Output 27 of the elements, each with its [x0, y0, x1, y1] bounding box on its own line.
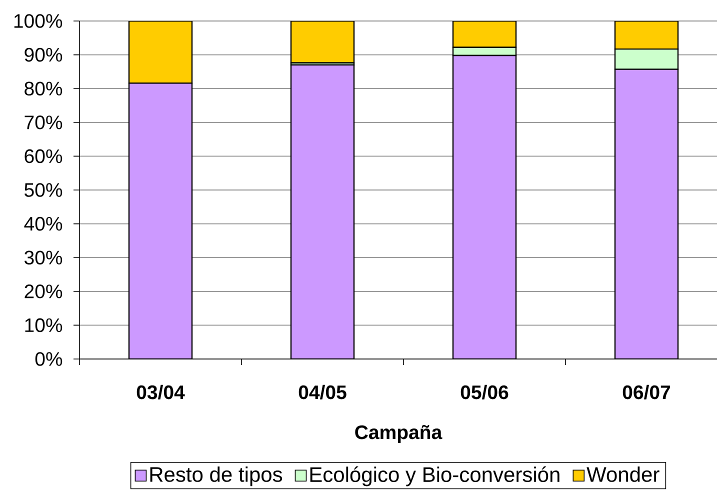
legend-label: Ecológico y Bio-conversión — [310, 466, 560, 486]
y-tick-label: 80% — [24, 82, 62, 96]
legend-label: Wonder — [586, 466, 660, 482]
x-tick-label: 03/04 — [136, 384, 185, 400]
bar — [614, 68, 679, 359]
bar — [452, 54, 517, 359]
bar — [614, 20, 679, 50]
x-tick-label: 06/07 — [622, 384, 670, 400]
legend-label: Resto de tipos — [150, 466, 282, 486]
y-tick-label: 10% — [25, 318, 62, 332]
bar — [290, 20, 355, 64]
bar — [452, 20, 517, 48]
y-tick-label: 60% — [24, 149, 62, 164]
y-tick-label: 50% — [24, 183, 62, 197]
y-tick-label: 20% — [24, 284, 62, 298]
y-tick-label: 30% — [24, 250, 62, 264]
y-tick-label: 70% — [24, 116, 62, 130]
bar — [128, 20, 193, 84]
y-tick-label: 0% — [35, 352, 62, 366]
bar — [128, 82, 193, 359]
x-tick-label: 05/06 — [460, 384, 508, 400]
y-tick-label: 100% — [14, 14, 62, 28]
y-tick-label: 40% — [24, 216, 62, 231]
bar — [290, 64, 355, 359]
x-tick-label: 04/05 — [298, 384, 346, 400]
y-tick-label: 90% — [24, 48, 62, 62]
x-axis-title: Campaña — [355, 424, 442, 444]
